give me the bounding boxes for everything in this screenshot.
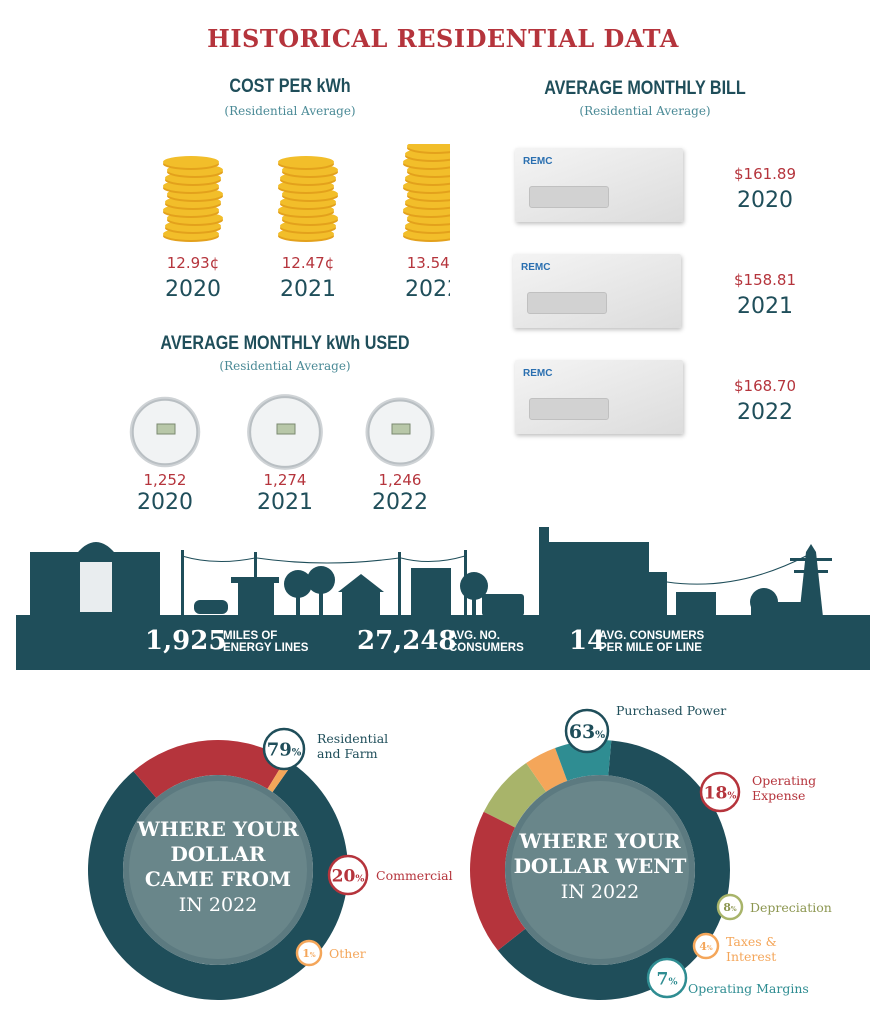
slice-label: Operating Margins: [688, 981, 809, 996]
bill-value-2020: $161.89: [733, 165, 797, 183]
slice-label: Interest: [726, 949, 776, 964]
cost-value-2020: 12.93¢: [167, 254, 220, 272]
kwh-year-2022: 2022: [372, 490, 428, 513]
envelope-window: [529, 398, 609, 420]
slice-label: Commercial: [376, 868, 453, 883]
envelope-icon: REMC: [515, 360, 683, 434]
kwh-title: AVERAGE MONTHLY kWh USED: [160, 333, 410, 354]
chart-year-label: IN 2022: [561, 881, 640, 903]
coin-stacks: 12.93¢ 2020 12.47¢ 2021 13.54¢ 2022: [163, 144, 450, 302]
envelope-icon: REMC: [515, 148, 683, 222]
percent-badge: [716, 893, 744, 921]
slice-label: Taxes &: [726, 934, 777, 949]
electric-meter-icon: [247, 394, 323, 470]
page-title: HISTORICAL RESIDENTIAL DATA: [207, 24, 679, 53]
chart-center-title: DOLLAR: [170, 842, 265, 866]
stat-number: 14: [569, 626, 606, 656]
chart-center-title: DOLLAR WENT: [514, 854, 687, 878]
slice-depreciation: [483, 762, 547, 828]
cost-title: COST PER kWh: [229, 76, 351, 97]
percent-badge: [295, 939, 323, 967]
bill-year-2021: 2021: [737, 294, 793, 319]
remc-logo: REMC: [521, 262, 551, 273]
cost-value-2021: 12.47¢: [282, 254, 335, 272]
percent-badge: [699, 771, 741, 813]
stats-band: [16, 615, 870, 670]
slice-label: Expense: [752, 788, 805, 803]
slice-label: Other: [329, 946, 366, 961]
kwh-value-2022: 1,246: [379, 471, 422, 489]
envelope-window: [527, 292, 607, 314]
slice-residential-and-farm: [88, 763, 349, 1000]
slice-commercial: [133, 740, 286, 798]
coin-stack-2021: [278, 156, 338, 242]
slice-label: Purchased Power: [616, 703, 726, 718]
remc-logo: REMC: [523, 156, 553, 167]
percent-badge: [327, 854, 369, 896]
kwh-value-2020: 1,252: [144, 471, 187, 489]
kwh-year-2020: 2020: [137, 490, 193, 513]
envelope-icon: REMC: [513, 254, 681, 328]
chart-center-title: WHERE YOUR: [136, 817, 299, 841]
kwh-value-2021: 1,274: [264, 471, 307, 489]
chart-center-title: CAME FROM: [145, 867, 291, 891]
remc-logo: REMC: [523, 368, 553, 379]
coin-stack-2020: [163, 156, 223, 242]
slice-label: Residential: [317, 731, 388, 746]
cost-year-2020: 2020: [165, 277, 221, 302]
slice-taxes-interest: [526, 747, 568, 792]
percent-badge: [692, 932, 720, 960]
bill-year-2022: 2022: [737, 400, 793, 425]
slice-label: and Farm: [317, 746, 378, 761]
slice-operating-expense: [470, 811, 526, 951]
cost-value-2022: 13.54¢: [407, 254, 450, 272]
bill-subtitle: (Residential Average): [579, 104, 711, 118]
coin-stack-2022: [403, 144, 450, 242]
cost-year-2021: 2021: [280, 277, 336, 302]
town-skyline-illustration: [30, 527, 832, 617]
bill-title: AVERAGE MONTHLY BILL: [544, 78, 746, 99]
slice-label: Operating: [752, 773, 816, 788]
stat-label: AVG. CONSUMERS PER MILE OF LINE: [599, 630, 705, 654]
cost-per-kwh-section: COST PER kWh (Residential Average) 12.93…: [130, 76, 450, 302]
kwh-year-2021: 2021: [257, 490, 313, 513]
monthly-bill-section: AVERAGE MONTHLY BILL (Residential Averag…: [500, 78, 800, 438]
percent-badge: [564, 708, 610, 754]
cost-year-2022: 2022: [405, 277, 450, 302]
chart-year-label: IN 2022: [179, 894, 258, 916]
envelope-window: [529, 186, 609, 208]
stat-label: MILES OF ENERGY LINES: [223, 630, 309, 654]
stat-number: 27,248: [357, 626, 457, 656]
cost-subtitle: (Residential Average): [224, 104, 356, 118]
slice-purchased-power: [497, 740, 730, 1000]
slice-label: Depreciation: [750, 900, 832, 915]
electric-meter-icon: [129, 396, 201, 468]
bill-year-2020: 2020: [737, 188, 793, 213]
stat-number: 1,925: [145, 626, 227, 656]
kwh-used-section: AVERAGE MONTHLY kWh USED (Residential Av…: [125, 333, 445, 513]
percent-badge: [262, 727, 306, 771]
electric-meter-icon: [365, 397, 435, 467]
stat-label: AVG. NO. CONSUMERS: [449, 630, 524, 654]
chart-center-title: WHERE YOUR: [518, 829, 681, 853]
bill-value-2022: $168.70: [733, 377, 797, 395]
kwh-subtitle: (Residential Average): [219, 359, 351, 373]
bill-value-2021: $158.81: [733, 271, 797, 289]
percent-badge: [646, 957, 688, 999]
